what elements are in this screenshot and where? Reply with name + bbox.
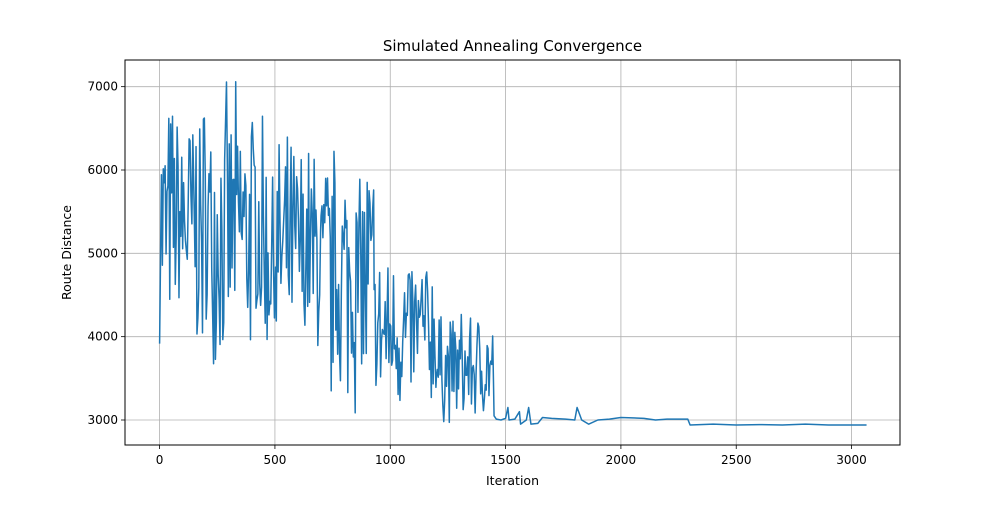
x-tick-label: 0: [156, 453, 164, 467]
chart-title: Simulated Annealing Convergence: [383, 37, 642, 55]
y-tick-label: 3000: [87, 413, 118, 427]
y-tick-label: 7000: [87, 80, 118, 94]
x-tick-label: 2500: [721, 453, 752, 467]
tick-layer: 0 500 1000 1500 2000 2500 3000 3000 4000 5000 6000…: [87, 80, 866, 467]
series-layer: [158, 80, 867, 426]
y-axis-label: Route Distance: [59, 205, 74, 300]
grid-layer: [125, 60, 900, 445]
y-tick-label: 6000: [87, 163, 118, 177]
x-tick-label: 1000: [375, 453, 406, 467]
y-tick-label: 5000: [87, 246, 118, 260]
x-axis-label: Iteration: [486, 473, 539, 488]
x-tick-label: 3000: [836, 453, 867, 467]
x-tick-label: 500: [263, 453, 286, 467]
x-tick-label: 1500: [490, 453, 521, 467]
y-tick-label: 4000: [87, 330, 118, 344]
series-line-route-distance: [158, 80, 867, 426]
x-tick-label: 2000: [606, 453, 637, 467]
plot-frame: [124, 59, 901, 446]
